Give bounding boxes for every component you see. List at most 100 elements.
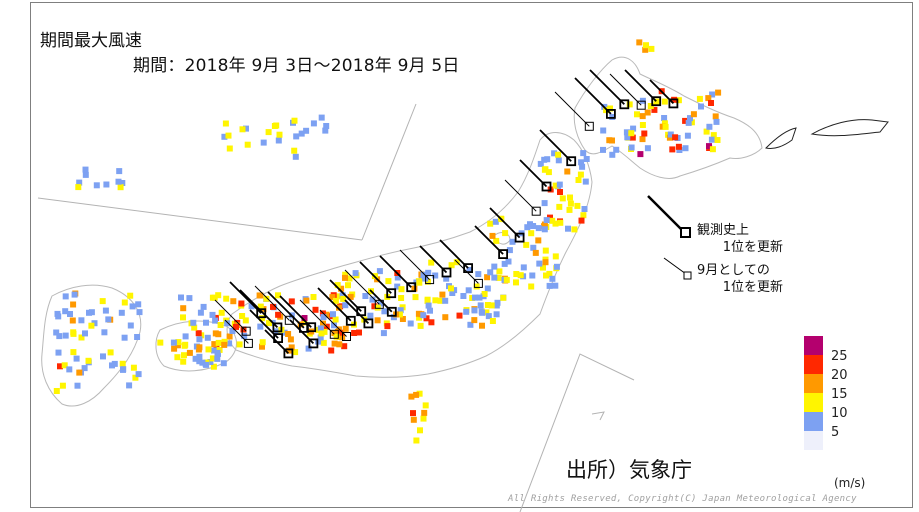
station-marker [239, 126, 246, 133]
station-marker [275, 311, 282, 318]
station-marker [190, 319, 197, 326]
station-marker [210, 363, 217, 370]
alltime-record-box [386, 306, 397, 317]
station-marker [559, 195, 566, 202]
alltime-record-line [574, 77, 612, 115]
station-marker [557, 189, 563, 195]
station-marker [85, 357, 92, 364]
station-marker [107, 349, 114, 356]
station-marker [301, 319, 308, 326]
station-marker [270, 303, 276, 310]
station-marker [317, 334, 324, 341]
station-marker [549, 217, 556, 224]
station-marker [556, 181, 563, 188]
september-record-line [399, 249, 430, 280]
september-record-line1: 9月としての [697, 263, 770, 278]
legend-color-swatch [804, 393, 823, 412]
alltime-record-line [589, 69, 625, 105]
wind-speed-legend: 25 20 15 10 5 [804, 336, 848, 450]
station-marker [580, 150, 587, 157]
station-marker [639, 113, 646, 120]
station-marker [345, 282, 351, 289]
station-marker [209, 355, 216, 362]
station-marker [413, 437, 420, 444]
alltime-record-box [606, 109, 616, 119]
station-marker [471, 307, 478, 314]
station-marker [485, 313, 492, 320]
station-marker [543, 272, 549, 279]
alltime-record-box-sample [680, 227, 691, 238]
station-marker [675, 97, 682, 104]
station-marker [557, 219, 564, 226]
station-marker [78, 317, 85, 324]
station-marker [362, 293, 369, 299]
station-marker [536, 260, 543, 267]
station-marker [55, 349, 62, 356]
station-marker [259, 339, 266, 346]
alltime-record-line [359, 261, 392, 294]
september-record-line [554, 91, 590, 127]
station-marker [91, 320, 98, 327]
station-marker [509, 238, 516, 245]
station-marker [420, 415, 427, 422]
station-marker [472, 294, 478, 301]
station-marker [629, 134, 636, 141]
station-marker [320, 339, 327, 346]
alltime-record-line [239, 289, 279, 329]
station-marker [571, 226, 578, 233]
station-marker [394, 274, 401, 281]
station-marker [667, 131, 674, 138]
alltime-record-line [279, 295, 312, 328]
station-marker [205, 346, 212, 353]
station-marker [465, 287, 472, 294]
station-marker [171, 345, 178, 352]
station-marker [543, 217, 550, 224]
station-marker [367, 312, 374, 319]
map-title: 期間最大風速 [40, 31, 142, 51]
september-record-box [329, 329, 339, 339]
station-marker [653, 98, 660, 105]
station-marker [535, 237, 542, 244]
alltime-record-box [283, 348, 294, 359]
station-marker [225, 132, 232, 139]
station-marker [119, 360, 126, 367]
station-marker [476, 294, 483, 301]
station-marker [542, 259, 549, 266]
station-marker [291, 147, 298, 154]
station-marker [513, 271, 520, 277]
station-marker [541, 166, 548, 173]
station-marker [118, 309, 125, 316]
station-marker [575, 177, 582, 183]
station-marker [487, 269, 494, 276]
station-marker [126, 382, 133, 389]
station-marker [541, 200, 548, 207]
station-marker [88, 322, 95, 329]
alltime-record-line-sample [647, 195, 685, 233]
station-marker [335, 293, 342, 300]
station-marker [648, 45, 655, 52]
station-marker [67, 311, 73, 317]
station-marker [427, 307, 433, 314]
station-marker [385, 278, 392, 285]
legend-tick-label: 5 [831, 425, 839, 440]
station-marker [132, 374, 139, 381]
alltime-record-line [624, 69, 657, 102]
station-marker [186, 295, 193, 302]
station-marker [121, 334, 128, 341]
station-marker [488, 302, 495, 309]
station-marker [275, 292, 281, 299]
station-marker [217, 322, 224, 328]
station-marker [706, 123, 713, 130]
september-record-box [284, 315, 294, 325]
station-marker [483, 309, 490, 316]
station-marker [639, 136, 646, 143]
station-marker [180, 305, 187, 312]
station-marker [209, 311, 216, 318]
station-marker [331, 322, 337, 329]
station-marker [479, 309, 486, 316]
station-marker [195, 330, 202, 337]
alltime-record-box [272, 322, 283, 333]
alltime-record-line2: 1位を更新 [722, 240, 783, 255]
station-marker [647, 103, 654, 109]
